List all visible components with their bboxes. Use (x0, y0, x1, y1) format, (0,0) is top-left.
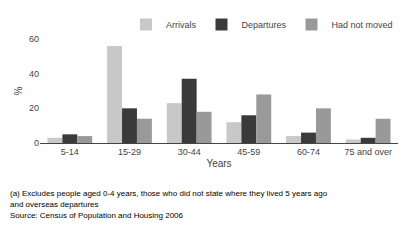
svg-text:15-29: 15-29 (118, 147, 141, 157)
svg-text:Departures: Departures (242, 20, 287, 30)
svg-text:and overseas departures: and overseas departures (10, 200, 99, 209)
svg-text:60: 60 (29, 34, 39, 44)
svg-text:45-59: 45-59 (237, 147, 260, 157)
svg-text:40: 40 (29, 69, 39, 79)
svg-text:(a) Excludes people aged 0-4 y: (a) Excludes people aged 0-4 years, thos… (10, 189, 328, 198)
svg-text:30-44: 30-44 (178, 147, 201, 157)
svg-text:%: % (13, 86, 24, 95)
svg-text:Had not moved: Had not moved (332, 20, 393, 30)
svg-text:Years: Years (206, 158, 231, 169)
svg-text:60-74: 60-74 (297, 147, 320, 157)
svg-text:75 and over: 75 and over (344, 147, 392, 157)
svg-text:0: 0 (34, 138, 39, 148)
svg-text:20: 20 (29, 103, 39, 113)
svg-text:Arrivals: Arrivals (166, 20, 197, 30)
svg-text:Source: Census of Population a: Source: Census of Population and Housing… (10, 211, 184, 220)
svg-text:5-14: 5-14 (61, 147, 79, 157)
